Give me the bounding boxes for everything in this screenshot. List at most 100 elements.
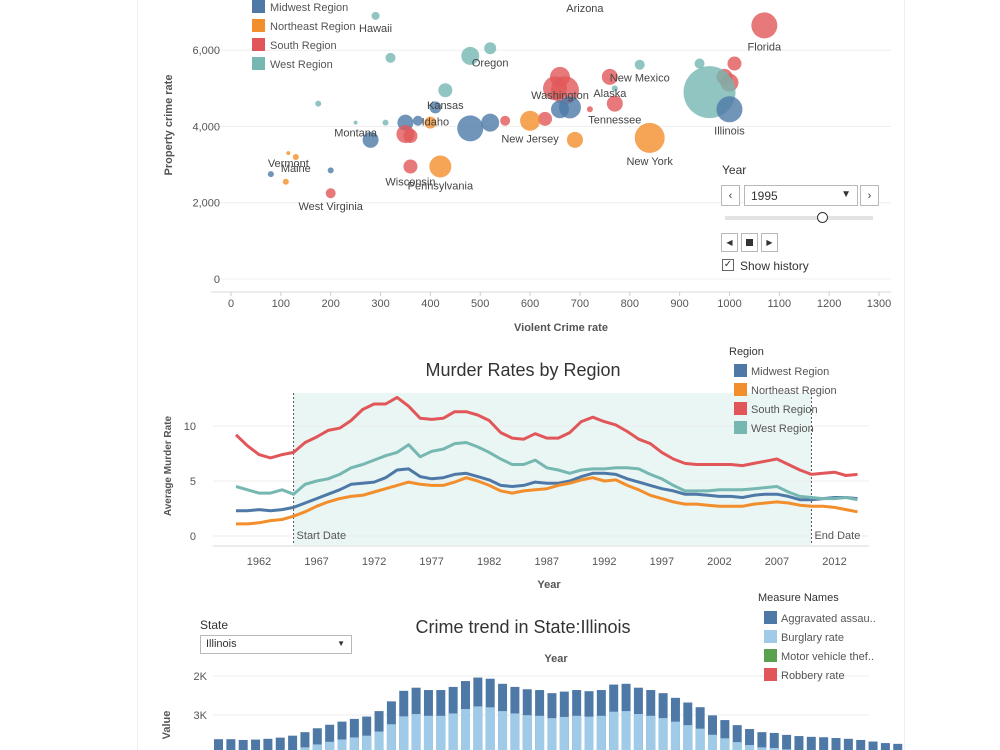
scatter-point-label: Wisconsin xyxy=(385,177,435,189)
bar-burglary-segment xyxy=(670,721,680,750)
scatter-point-label: New Mexico xyxy=(610,73,670,85)
line-x-tick-label: 2007 xyxy=(765,556,789,568)
bar-burglary-segment xyxy=(399,716,409,750)
year-slider-thumb[interactable] xyxy=(817,212,828,223)
state-filter-label: State xyxy=(200,618,229,632)
year-next-button[interactable]: › xyxy=(860,185,879,206)
show-history-checkbox[interactable]: ✓ xyxy=(722,259,734,271)
scatter-x-tick-label: 500 xyxy=(471,298,489,310)
bar-aggravated-segment xyxy=(856,739,866,750)
scatter-point-west xyxy=(611,85,618,92)
scatter-point-midwest xyxy=(429,101,442,114)
bar-burglary-segment xyxy=(572,715,582,750)
caret-down-icon: ▼ xyxy=(337,639,345,648)
scatter-x-tick-label: 800 xyxy=(621,298,639,310)
scatter-legend-swatch xyxy=(252,38,265,51)
year-slider-track[interactable] xyxy=(725,216,873,220)
bar-burglary-segment xyxy=(423,715,433,750)
play-icon: ▶ xyxy=(766,238,773,247)
scatter-point-midwest xyxy=(362,131,379,148)
bar-aggravated-segment xyxy=(337,721,347,750)
bar-burglary-segment xyxy=(584,716,594,750)
bar-legend-swatch xyxy=(764,611,777,624)
scatter-legend-label: South Region xyxy=(270,40,337,52)
bar-legend-swatch xyxy=(764,668,777,681)
bar-y-tick-label: 2K xyxy=(194,671,208,683)
line-legend-swatch xyxy=(734,421,747,434)
bar-legend-label: Burglary rate xyxy=(781,632,844,644)
chevron-right-icon: › xyxy=(867,189,872,202)
bar-aggravated-segment xyxy=(893,743,903,750)
scatter-legend-swatch xyxy=(252,19,265,32)
scatter-x-tick-label: 100 xyxy=(272,298,290,310)
bar-aggravated-segment xyxy=(251,739,261,750)
bar-burglary-segment xyxy=(695,728,705,750)
bar-burglary-segment xyxy=(757,747,767,750)
scatter-x-tick-label: 1100 xyxy=(767,298,791,310)
end-date-label: End Date xyxy=(814,530,860,542)
bar-burglary-segment xyxy=(473,706,483,750)
bar-aggravated-segment xyxy=(312,728,322,750)
scatter-x-tick-label: 700 xyxy=(571,298,589,310)
line-x-axis-title: Year xyxy=(537,579,561,591)
scatter-point-west xyxy=(461,46,480,65)
bar-burglary-segment xyxy=(325,741,335,750)
bar-aggravated-segment xyxy=(349,718,359,750)
bar-aggravated-segment xyxy=(769,732,779,750)
scatter-x-tick-label: 0 xyxy=(228,298,234,310)
year-dropdown[interactable]: 1995 ▼ xyxy=(744,185,858,206)
year-dropdown-value: 1995 xyxy=(751,189,778,203)
bar-y-axis-title: Value xyxy=(161,711,173,740)
scatter-point-midwest xyxy=(716,96,743,123)
line-legend-swatch xyxy=(734,402,747,415)
caret-down-icon: ▼ xyxy=(841,189,851,200)
scatter-point-label: Idaho xyxy=(422,116,450,128)
bar-burglary-segment xyxy=(411,714,421,750)
line-x-tick-label: 1972 xyxy=(362,556,386,568)
line-chart-title: Murder Rates by Region xyxy=(425,360,620,380)
scatter-point-west xyxy=(385,52,396,63)
bar-aggravated-segment xyxy=(226,739,236,750)
scatter-point-label: Illinois xyxy=(714,125,745,137)
line-legend-title: Region xyxy=(729,346,764,358)
state-dropdown-value: Illinois xyxy=(206,638,237,650)
bar-aggravated-segment xyxy=(374,711,384,750)
bar-burglary-segment xyxy=(708,734,717,750)
line-y-tick-label: 10 xyxy=(184,421,196,433)
step-back-icon: ◀ xyxy=(726,238,733,247)
scatter-point-midwest xyxy=(327,167,334,174)
scatter-point-south xyxy=(606,95,623,112)
line-series-west xyxy=(235,441,858,502)
scatter-point-label: New York xyxy=(626,156,673,168)
bar-aggravated-segment xyxy=(732,725,742,750)
scatter-point-label: Maine xyxy=(281,163,311,175)
bar-legend-label: Robbery rate xyxy=(781,670,845,682)
scatter-legend-label: Northeast Region xyxy=(270,21,356,33)
stop-button[interactable] xyxy=(741,233,758,252)
bar-legend-swatch xyxy=(764,630,777,643)
play-back-button[interactable]: ◀ xyxy=(721,233,738,252)
year-prev-button[interactable]: ‹ xyxy=(721,185,740,206)
bar-x-axis-title: Year xyxy=(544,653,568,665)
scatter-point-label: Pennsylvania xyxy=(408,181,474,193)
bar-burglary-segment xyxy=(658,718,668,750)
state-dropdown[interactable]: Illinois ▼ xyxy=(200,635,352,654)
scatter-x-axis-title: Violent Crime rate xyxy=(514,322,608,334)
bar-burglary-segment xyxy=(374,731,384,750)
checkmark-icon: ✓ xyxy=(723,259,733,270)
scatter-x-tick-label: 1300 xyxy=(867,298,891,310)
scatter-point-northeast xyxy=(286,151,291,156)
scatter-x-tick-label: 400 xyxy=(421,298,439,310)
bar-legend-swatch xyxy=(764,649,777,662)
scatter-x-tick-label: 900 xyxy=(670,298,688,310)
line-series-northeast xyxy=(236,476,858,526)
scatter-point-label: New Jersey xyxy=(501,134,559,146)
scatter-point-south xyxy=(586,106,593,113)
play-forward-button[interactable]: ▶ xyxy=(761,233,778,252)
year-filter-label: Year xyxy=(722,163,747,177)
line-legend-label: South Region xyxy=(751,404,818,416)
bar-burglary-segment xyxy=(461,709,470,750)
bar-aggravated-segment xyxy=(843,738,853,750)
bar-aggravated-segment xyxy=(831,738,841,750)
scatter-point-label: Tennessee xyxy=(588,115,641,127)
